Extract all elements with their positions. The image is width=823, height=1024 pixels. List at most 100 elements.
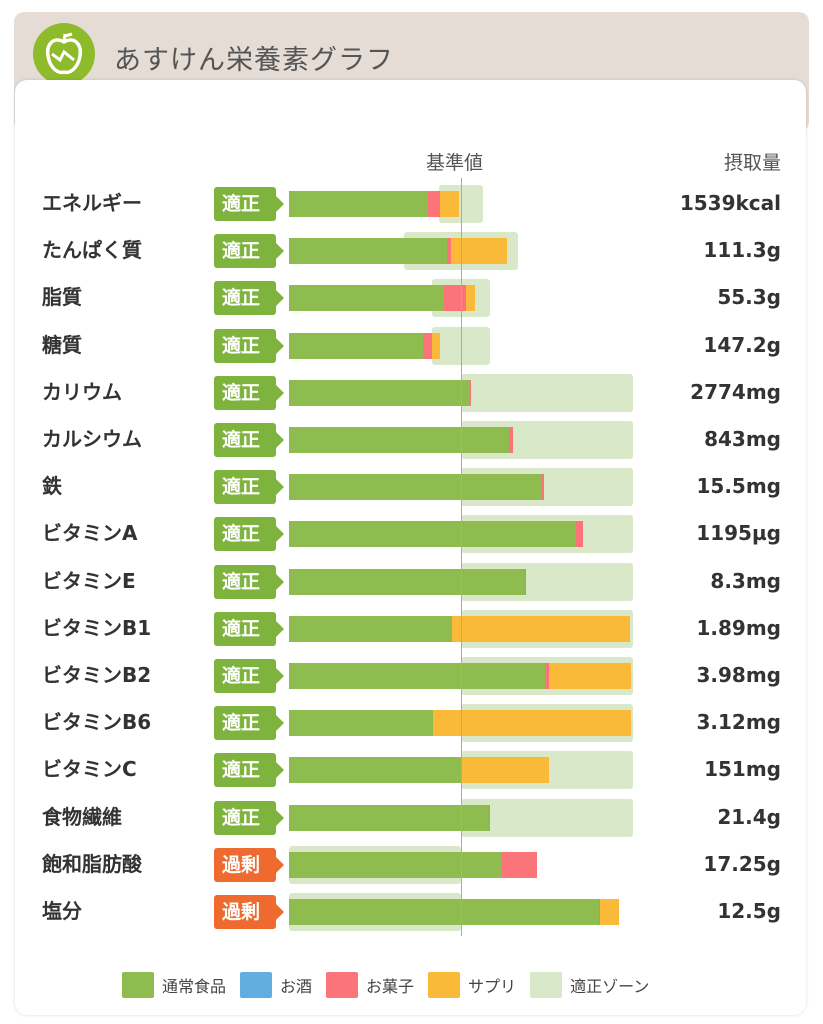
- legend: 通常食品 お酒 お菓子 サプリ 適正ゾーン: [122, 972, 663, 998]
- page-title: あすけん栄養素グラフ: [114, 45, 394, 76]
- nutrient-row: 糖質 適正 147.2g: [0, 322, 823, 369]
- bar-food: [289, 332, 424, 359]
- nutrient-row: 鉄 適正 15.5mg: [0, 463, 823, 510]
- nutrient-row: ビタミンE 適正 8.3mg: [0, 558, 823, 605]
- nutrient-name: 飽和脂肪酸: [42, 851, 142, 876]
- bar-food: [289, 851, 503, 878]
- intake-value: 15.5mg: [696, 474, 781, 499]
- nutrient-row: ビタミンA 適正 1195µg: [0, 510, 823, 557]
- legend-label: サプリ: [468, 977, 517, 996]
- bar-supplement: [450, 238, 508, 265]
- bar-snack: [488, 804, 491, 831]
- status-badge: 適正: [214, 423, 284, 457]
- bar-food: [289, 710, 434, 737]
- nutrient-name: 鉄: [42, 474, 62, 499]
- legend-label: 適正ゾーン: [570, 977, 650, 996]
- legend-food: 通常食品: [122, 972, 226, 998]
- status-badge: 適正: [214, 281, 284, 316]
- bar-supplement: [548, 663, 632, 689]
- bar-supplement: [466, 285, 475, 312]
- nutrient-row: カリウム 適正 2774mg: [0, 369, 823, 416]
- nutrient-name: ビタミンB6: [42, 710, 152, 735]
- intake-value: 12.5g: [717, 899, 781, 923]
- bar-supplement: [431, 332, 441, 359]
- nutrient-row: ビタミンB6 適正 3.12mg: [0, 699, 823, 746]
- intake-value: 111.3g: [703, 238, 781, 263]
- nutrient-row: ビタミンB2 適正 3.98mg: [0, 652, 823, 699]
- nutrient-name: カルシウム: [42, 427, 142, 451]
- status-badge: 適正: [214, 611, 284, 646]
- bar-supplement: [452, 615, 630, 642]
- bar-supplement: [440, 191, 460, 217]
- legend-swatch: [240, 972, 273, 998]
- status-badge: 適正: [214, 564, 284, 599]
- bar-food: [289, 238, 448, 265]
- bar-snack: [423, 332, 432, 359]
- legend-swatch: [326, 972, 359, 998]
- status-badge: 適正: [214, 375, 284, 410]
- status-badge: 適正: [214, 234, 284, 269]
- bar-food: [289, 899, 599, 925]
- status-badge: 適正: [214, 659, 284, 693]
- zone-bar: [461, 373, 633, 412]
- bar-snack: [541, 474, 544, 501]
- status-badge: 過剰: [214, 895, 284, 929]
- nutrient-row: ビタミンC 適正 151mg: [0, 746, 823, 793]
- intake-value: 21.4g: [717, 804, 781, 829]
- nutrient-name: ビタミンE: [42, 568, 136, 593]
- bar-food: [289, 757, 461, 784]
- bar-food: [289, 474, 542, 501]
- bar-snack: [447, 238, 451, 265]
- nutrient-row: エネルギー 適正 1539kcal: [0, 180, 823, 227]
- legend-label: 通常食品: [162, 977, 227, 996]
- nutrient-row: たんぱく質 適正 111.3g: [0, 227, 823, 274]
- bar-snack: [502, 851, 537, 878]
- nutrient-row: 食物繊維 適正 21.4g: [0, 794, 823, 841]
- legend-alcohol: お酒: [240, 972, 312, 998]
- intake-value: 17.25g: [703, 851, 781, 876]
- intake-value: 1195µg: [696, 521, 781, 546]
- intake-value: 843mg: [704, 427, 781, 451]
- status-badge: 適正: [214, 706, 284, 741]
- reference-label: 基準値: [426, 152, 484, 174]
- bar-food: [289, 285, 444, 312]
- status-badge: 適正: [214, 328, 284, 363]
- status-badge: 適正: [214, 470, 284, 505]
- intake-value: 151mg: [704, 757, 781, 782]
- bar-snack: [524, 568, 527, 595]
- bar-food: [289, 804, 489, 831]
- nutrient-name: たんぱく質: [42, 238, 142, 263]
- status-badge: 適正: [214, 753, 284, 788]
- nutrient-name: 食物繊維: [42, 804, 122, 829]
- status-badge: 適正: [214, 517, 284, 552]
- bar-snack: [598, 899, 601, 925]
- nutrient-name: ビタミンB2: [42, 663, 152, 687]
- bar-supplement: [461, 757, 549, 784]
- legend-swatch: [428, 972, 461, 998]
- intake-value: 3.12mg: [696, 710, 781, 735]
- bar-snack: [576, 521, 584, 548]
- nutrient-name: カリウム: [42, 379, 122, 404]
- nutrient-name: ビタミンA: [42, 521, 138, 546]
- legend-label: お酒: [280, 977, 313, 996]
- nutrient-name: 塩分: [42, 899, 82, 923]
- bar-food: [289, 663, 546, 689]
- bar-food: [289, 191, 429, 217]
- bar-food: [289, 568, 525, 595]
- zone-bar: [431, 326, 491, 365]
- intake-value: 8.3mg: [710, 568, 781, 593]
- bar-snack: [428, 191, 441, 217]
- bar-snack: [469, 379, 472, 406]
- intake-value: 1539kcal: [679, 191, 781, 215]
- nutrient-row: 飽和脂肪酸 過剰 17.25g: [0, 841, 823, 888]
- intake-value: 55.3g: [717, 285, 781, 310]
- nutrient-name: エネルギー: [42, 191, 142, 215]
- nutrient-row: 脂質 適正 55.3g: [0, 274, 823, 321]
- bar-food: [289, 521, 577, 548]
- legend-swatch: [530, 972, 563, 998]
- bar-supplement: [433, 710, 632, 737]
- bar-snack: [443, 285, 467, 312]
- intake-value: 2774mg: [690, 379, 781, 404]
- intake-value: 147.2g: [703, 332, 781, 357]
- bar-supplement: [600, 899, 620, 925]
